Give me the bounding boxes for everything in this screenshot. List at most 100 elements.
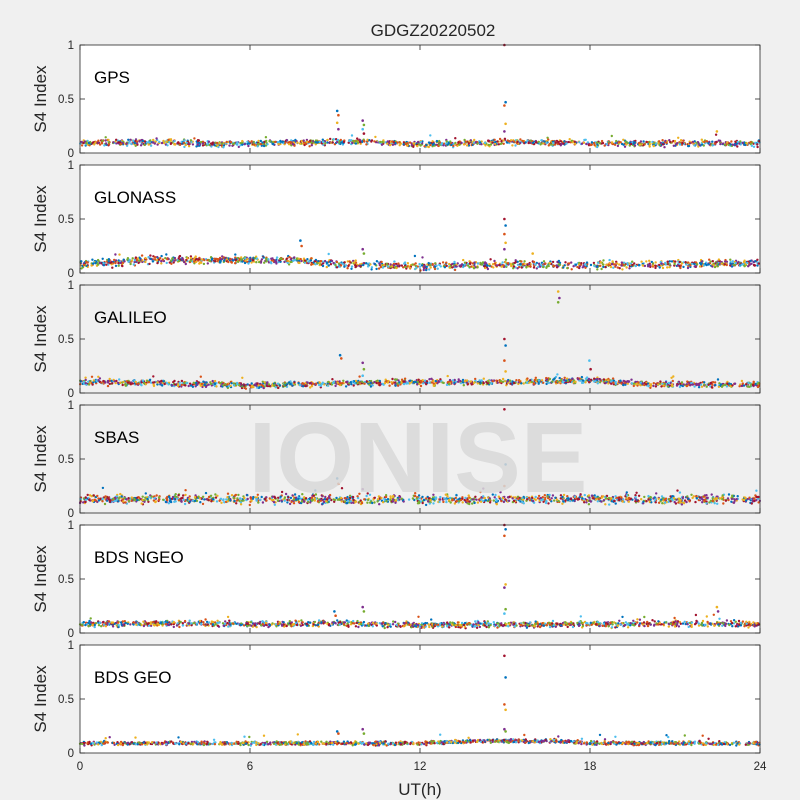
data-point — [657, 140, 661, 143]
data-point — [633, 144, 637, 147]
data-point — [392, 264, 396, 267]
data-point — [183, 382, 186, 385]
data-point — [370, 139, 374, 142]
spike-point — [503, 104, 506, 107]
data-point — [213, 382, 216, 385]
data-point — [726, 141, 729, 144]
data-point — [542, 381, 545, 384]
data-point — [634, 264, 637, 268]
data-point — [720, 385, 724, 388]
data-point — [114, 261, 117, 265]
data-point — [533, 382, 536, 386]
data-point — [675, 384, 679, 387]
data-point — [580, 375, 584, 379]
data-point — [506, 262, 510, 265]
data-point — [129, 262, 132, 266]
data-point — [232, 384, 236, 387]
data-point — [189, 257, 193, 260]
data-point — [222, 146, 225, 149]
data-point — [590, 141, 594, 144]
data-point — [631, 263, 634, 267]
data-point — [421, 256, 424, 259]
data-point — [452, 142, 455, 146]
data-point — [703, 140, 706, 144]
data-point — [184, 262, 187, 266]
data-point — [208, 143, 211, 147]
data-point — [184, 384, 187, 387]
data-point — [132, 263, 135, 266]
data-point — [267, 383, 271, 386]
data-point — [340, 141, 343, 144]
data-point — [615, 139, 618, 143]
data-point — [365, 380, 368, 383]
data-point — [431, 263, 434, 266]
data-point — [703, 381, 706, 384]
data-point — [614, 502, 617, 505]
data-point — [568, 138, 571, 141]
data-point — [588, 496, 591, 499]
data-point — [255, 257, 259, 260]
data-point — [334, 264, 337, 267]
data-point — [735, 142, 739, 145]
data-point — [453, 268, 457, 272]
data-point — [647, 494, 650, 498]
data-point — [747, 381, 750, 385]
data-point — [741, 141, 744, 144]
data-point — [607, 496, 611, 500]
data-point — [368, 139, 371, 142]
data-point — [165, 140, 168, 143]
data-point — [225, 498, 228, 501]
data-point — [671, 379, 674, 383]
data-point — [674, 260, 677, 263]
data-point — [650, 260, 653, 264]
data-point — [599, 378, 602, 381]
data-point — [719, 383, 723, 386]
data-point — [418, 262, 421, 266]
data-point — [451, 266, 454, 269]
data-point — [648, 259, 651, 262]
data-point — [278, 257, 282, 261]
data-point — [502, 139, 505, 142]
data-point — [306, 258, 309, 261]
data-point — [236, 260, 240, 263]
data-point — [170, 142, 173, 145]
data-point — [90, 375, 94, 378]
plot-area — [80, 285, 760, 393]
data-point — [196, 139, 200, 142]
data-point — [731, 260, 734, 263]
data-point — [199, 375, 202, 378]
data-point — [714, 383, 717, 387]
data-point — [171, 257, 174, 260]
data-point — [565, 142, 568, 145]
data-point — [188, 382, 192, 385]
data-point — [312, 382, 315, 385]
data-point — [750, 262, 753, 265]
data-point — [605, 143, 608, 146]
data-point — [512, 140, 516, 143]
data-point — [309, 386, 312, 389]
data-point — [678, 260, 681, 264]
data-point — [292, 259, 295, 262]
data-point — [576, 265, 579, 269]
data-point — [503, 137, 507, 140]
data-point — [481, 261, 485, 264]
data-point — [446, 374, 449, 378]
data-point — [147, 256, 150, 259]
data-point — [590, 494, 594, 497]
spike-point — [335, 121, 339, 125]
data-point — [98, 261, 102, 265]
spike-point — [340, 357, 343, 360]
data-point — [417, 378, 420, 381]
data-point — [757, 262, 760, 265]
data-point — [298, 142, 302, 145]
data-point — [710, 386, 714, 389]
data-point — [752, 145, 756, 148]
data-point — [379, 265, 383, 269]
data-point — [442, 144, 445, 147]
data-point — [553, 264, 556, 268]
data-point — [740, 379, 744, 383]
data-point — [457, 378, 460, 381]
data-point — [713, 142, 716, 145]
data-point — [542, 260, 546, 263]
data-point — [353, 261, 356, 264]
